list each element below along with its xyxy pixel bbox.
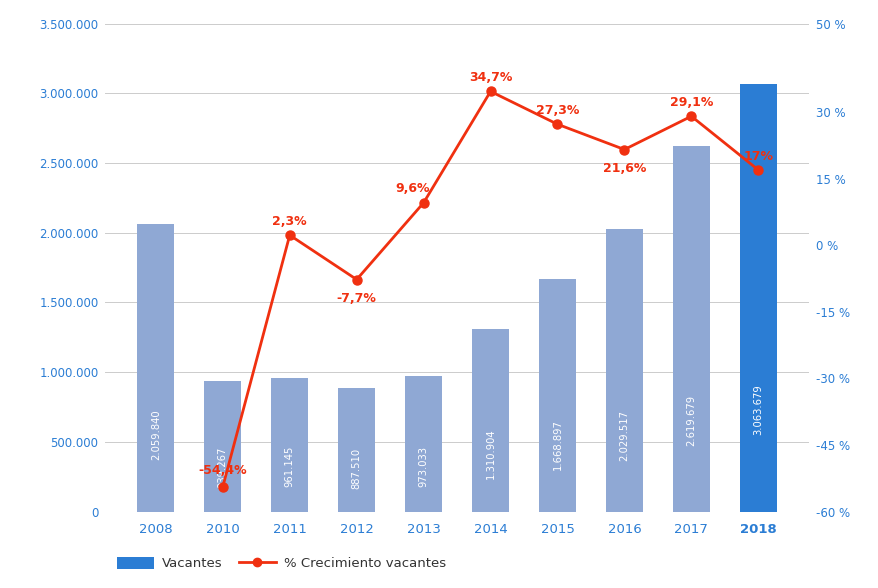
Text: 961.145: 961.145 <box>284 446 294 487</box>
Text: 2.059.840: 2.059.840 <box>151 409 161 460</box>
Bar <box>137 225 174 512</box>
Text: 939.267: 939.267 <box>218 447 227 488</box>
Text: 34,7%: 34,7% <box>468 71 512 84</box>
Bar <box>338 388 375 512</box>
Bar <box>538 279 575 512</box>
Text: 1.310.904: 1.310.904 <box>485 428 495 479</box>
Text: 9,6%: 9,6% <box>395 182 429 195</box>
Text: -7,7%: -7,7% <box>336 292 376 305</box>
Bar <box>405 376 442 512</box>
Text: 21,6%: 21,6% <box>602 162 645 175</box>
Text: -54,4%: -54,4% <box>198 463 247 476</box>
Text: 2.619.679: 2.619.679 <box>686 395 695 446</box>
Text: 3.063.679: 3.063.679 <box>752 384 762 435</box>
Text: 17%: 17% <box>743 149 773 162</box>
Text: 2,3%: 2,3% <box>272 215 306 228</box>
Bar <box>739 84 776 512</box>
Bar <box>205 380 241 512</box>
Text: 2.029.517: 2.029.517 <box>619 410 629 460</box>
Text: 29,1%: 29,1% <box>669 96 712 109</box>
Text: 1.668.897: 1.668.897 <box>552 419 562 470</box>
Bar <box>471 329 508 512</box>
Legend: Vacantes, % Crecimiento vacantes: Vacantes, % Crecimiento vacantes <box>112 552 450 576</box>
Bar <box>271 377 308 512</box>
Text: 973.033: 973.033 <box>418 446 428 487</box>
Bar <box>605 229 642 512</box>
Text: 27,3%: 27,3% <box>536 104 579 117</box>
Text: 887.510: 887.510 <box>351 448 361 489</box>
Bar <box>673 146 709 512</box>
